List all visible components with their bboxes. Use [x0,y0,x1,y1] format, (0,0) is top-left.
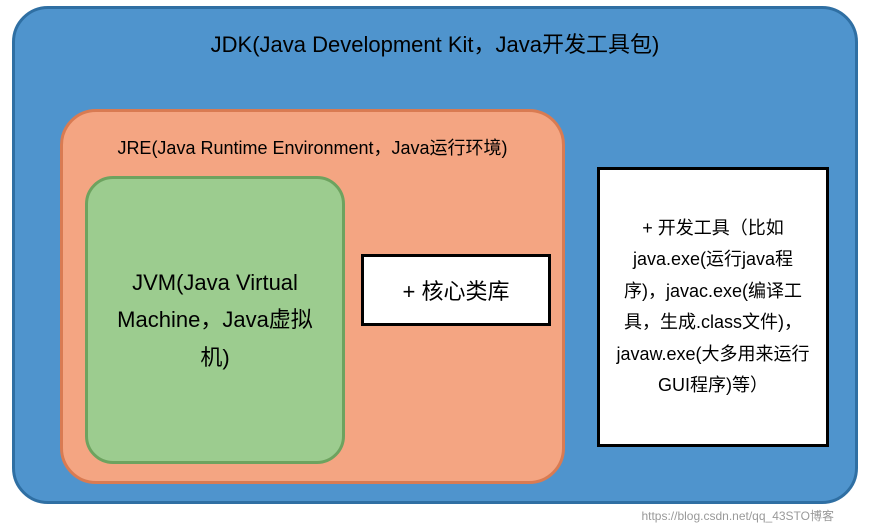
core-library-label: + 核心类库 [403,274,510,306]
jvm-box: JVM(Java Virtual Machine，Java虚拟机) [85,176,345,464]
jre-container: JRE(Java Runtime Environment，Java运行环境) J… [60,109,565,484]
jre-title: JRE(Java Runtime Environment，Java运行环境) [63,134,562,160]
jvm-label: JVM(Java Virtual Machine，Java虚拟机) [106,264,324,376]
watermark-text: https://blog.csdn.net/qq_43STO博客 [641,507,834,524]
dev-tools-label: + 开发工具（比如java.exe(运行java程序)，javac.exe(编译… [614,213,812,402]
core-library-box: + 核心类库 [361,254,551,326]
jdk-container: JDK(Java Development Kit，Java开发工具包) JRE(… [12,6,858,504]
dev-tools-box: + 开发工具（比如java.exe(运行java程序)，javac.exe(编译… [597,167,829,447]
jdk-title: JDK(Java Development Kit，Java开发工具包) [15,27,855,59]
